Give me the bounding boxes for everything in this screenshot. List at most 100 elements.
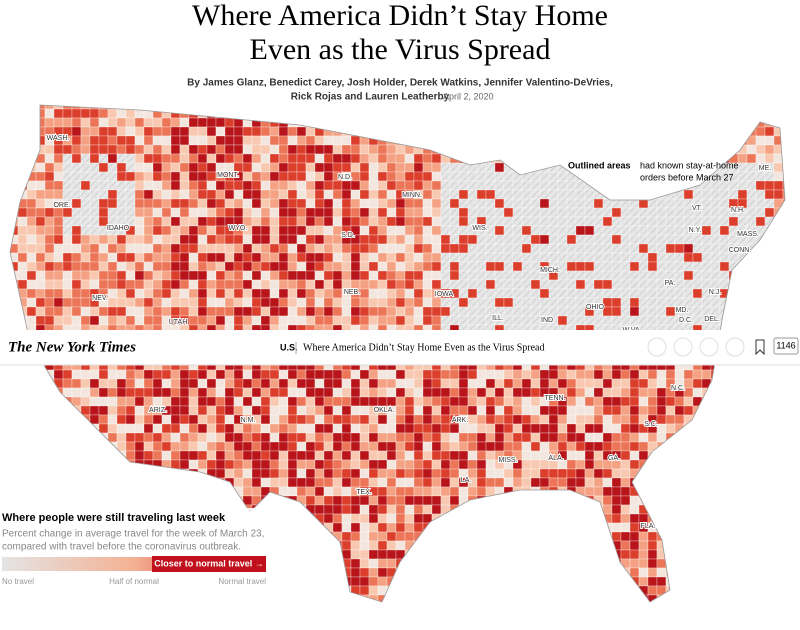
county — [26, 261, 37, 272]
county — [593, 459, 604, 470]
county — [224, 162, 235, 173]
county — [449, 315, 460, 326]
county — [10, 198, 19, 209]
county — [71, 378, 82, 389]
county — [350, 522, 361, 533]
county — [638, 108, 649, 119]
county — [341, 198, 352, 209]
county — [440, 477, 451, 488]
county — [683, 279, 694, 290]
county — [782, 468, 785, 479]
county — [35, 405, 46, 416]
county — [134, 261, 145, 272]
county — [629, 216, 640, 227]
county — [458, 486, 469, 497]
county — [242, 105, 253, 110]
county — [764, 441, 775, 452]
county — [323, 450, 334, 461]
county — [521, 594, 532, 602]
county — [494, 297, 505, 308]
county — [764, 252, 775, 263]
county — [215, 414, 226, 425]
county — [485, 585, 496, 596]
county — [602, 306, 613, 317]
county — [332, 180, 343, 191]
county — [152, 423, 163, 434]
county — [792, 487, 800, 496]
county — [170, 378, 181, 389]
county — [458, 234, 469, 245]
county — [170, 396, 181, 407]
county — [224, 105, 235, 110]
county — [179, 261, 190, 272]
county — [611, 288, 622, 299]
county — [44, 477, 55, 488]
county — [755, 558, 766, 569]
county — [746, 468, 757, 479]
county — [368, 576, 379, 587]
county — [197, 216, 208, 227]
county — [17, 279, 28, 290]
county — [10, 144, 19, 155]
county — [602, 144, 613, 155]
county — [269, 198, 280, 209]
county — [548, 513, 559, 524]
county — [476, 279, 487, 290]
county — [422, 459, 433, 470]
county — [305, 387, 316, 398]
county — [629, 531, 640, 542]
county — [332, 252, 343, 263]
county — [134, 105, 145, 110]
county — [404, 153, 415, 164]
county — [359, 198, 370, 209]
county — [296, 522, 307, 533]
county — [197, 234, 208, 245]
county — [467, 441, 478, 452]
county — [125, 441, 136, 452]
county — [764, 279, 775, 290]
county — [413, 504, 424, 515]
county — [548, 432, 559, 443]
county — [269, 288, 280, 299]
county — [323, 306, 334, 317]
county — [449, 207, 460, 218]
county — [134, 225, 145, 236]
county — [620, 144, 631, 155]
county — [188, 207, 199, 218]
county — [107, 423, 118, 434]
county — [431, 153, 442, 164]
county — [269, 252, 280, 263]
county — [467, 414, 478, 425]
county — [593, 468, 604, 479]
county — [737, 513, 748, 524]
county — [224, 369, 235, 380]
county — [251, 162, 262, 173]
county — [530, 306, 541, 317]
county — [242, 459, 253, 470]
county — [161, 261, 172, 272]
county — [683, 549, 694, 560]
county — [224, 108, 235, 119]
county — [53, 369, 64, 380]
county — [233, 180, 244, 191]
county — [404, 315, 415, 326]
county — [314, 504, 325, 515]
county — [188, 216, 199, 227]
county — [665, 477, 676, 488]
county — [233, 441, 244, 452]
county — [440, 495, 451, 506]
county — [683, 486, 694, 497]
county — [449, 171, 460, 182]
county — [701, 378, 712, 389]
county — [746, 531, 757, 542]
county — [647, 477, 658, 488]
county — [521, 468, 532, 479]
county — [332, 315, 343, 326]
county — [332, 567, 343, 578]
county — [125, 369, 136, 380]
county — [512, 216, 523, 227]
county — [296, 549, 307, 560]
county — [512, 423, 523, 434]
county — [539, 504, 550, 515]
county — [764, 180, 775, 191]
